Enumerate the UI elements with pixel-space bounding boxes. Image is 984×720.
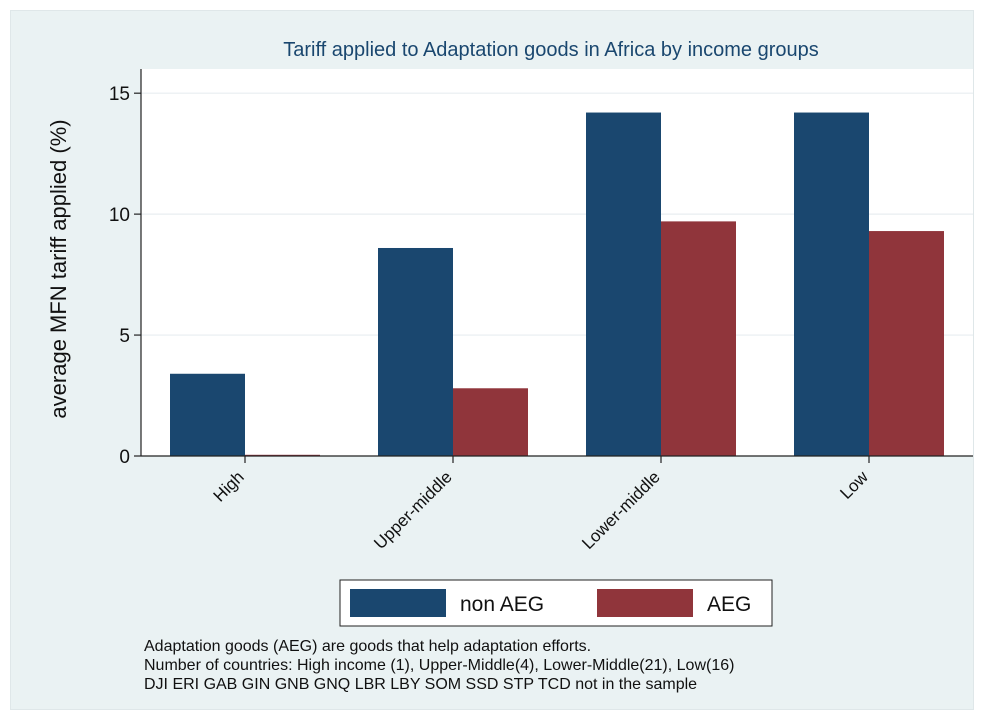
bar-low-non-aeg bbox=[794, 112, 869, 456]
y-tick-label-15: 15 bbox=[109, 84, 130, 105]
chart-note-1: Adaptation goods (AEG) are goods that he… bbox=[144, 638, 592, 655]
x-category-label-1: Upper-middle bbox=[370, 467, 456, 553]
y-tick-label-0: 0 bbox=[119, 447, 130, 468]
x-category-label-2: Lower-middle bbox=[578, 467, 664, 553]
bar-low-aeg bbox=[869, 231, 944, 456]
bar-high-aeg bbox=[245, 454, 320, 456]
bar-upper-middle-aeg bbox=[453, 388, 528, 456]
y-axis-label: average MFN tariff applied (%) bbox=[46, 119, 71, 418]
chart-page: Tariff applied to Adaptation goods in Af… bbox=[10, 10, 974, 710]
legend-label-aeg: AEG bbox=[707, 593, 751, 616]
legend-swatch-non-aeg bbox=[350, 589, 446, 617]
chart-note-3: DJI ERI GAB GIN GNB GNQ LBR LBY SOM SSD … bbox=[144, 676, 698, 693]
bar-upper-middle-non-aeg bbox=[378, 247, 453, 456]
bar-lower-middle-aeg bbox=[661, 221, 736, 456]
chart-note-2: Number of countries: High income (1), Up… bbox=[144, 657, 735, 674]
bar-high-non-aeg bbox=[170, 373, 245, 456]
legend-swatch-aeg bbox=[597, 589, 693, 617]
x-category-label-0: High bbox=[210, 467, 248, 505]
bar-lower-middle-non-aeg bbox=[586, 112, 661, 456]
y-ticks: 0 5 10 15 bbox=[109, 84, 141, 468]
x-category-label-3: Low bbox=[836, 467, 872, 503]
legend-label-non-aeg: non AEG bbox=[460, 593, 544, 616]
y-tick-label-5: 5 bbox=[119, 326, 130, 347]
legend: non AEG AEG bbox=[339, 579, 773, 627]
bars bbox=[170, 112, 944, 456]
y-tick-label-10: 10 bbox=[109, 205, 130, 226]
x-categories: High Upper-middle Lower-middle Low bbox=[210, 456, 872, 553]
chart-title: Tariff applied to Adaptation goods in Af… bbox=[283, 39, 819, 61]
chart: Tariff applied to Adaptation goods in Af… bbox=[46, 39, 973, 627]
